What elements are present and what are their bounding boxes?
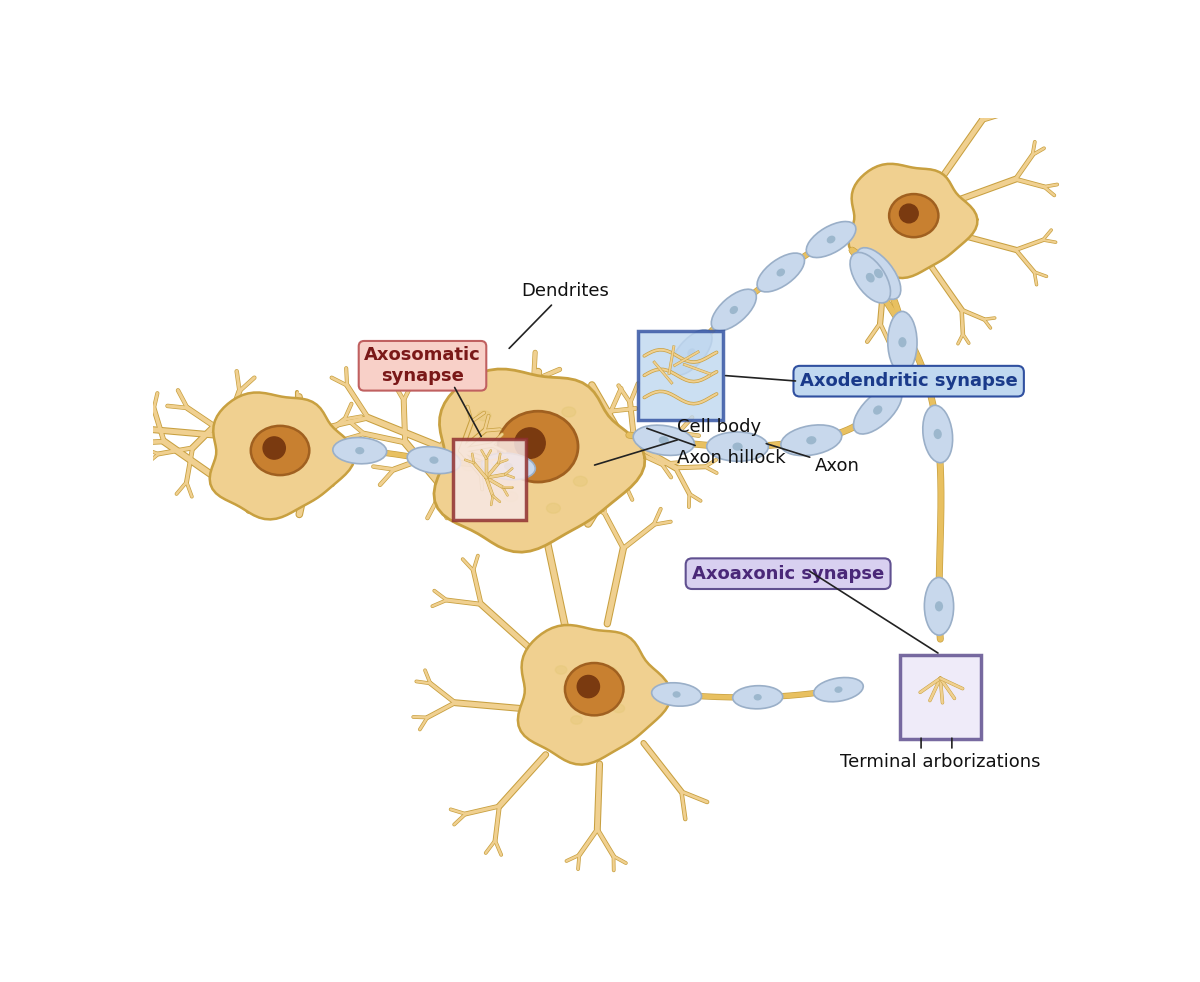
Ellipse shape	[874, 406, 882, 414]
Text: Axodendritic synapse: Axodendritic synapse	[800, 372, 1018, 390]
Ellipse shape	[671, 330, 712, 375]
Ellipse shape	[806, 436, 816, 445]
Ellipse shape	[754, 694, 762, 700]
Ellipse shape	[776, 268, 785, 277]
Ellipse shape	[899, 337, 906, 348]
Ellipse shape	[571, 716, 582, 724]
Ellipse shape	[850, 252, 890, 303]
Ellipse shape	[332, 438, 386, 464]
Polygon shape	[434, 369, 644, 552]
Ellipse shape	[574, 476, 587, 486]
Ellipse shape	[556, 666, 566, 675]
Ellipse shape	[814, 678, 863, 702]
Polygon shape	[518, 626, 671, 765]
Ellipse shape	[613, 704, 625, 713]
Text: Cell body: Cell body	[594, 418, 761, 465]
Ellipse shape	[806, 222, 856, 257]
Ellipse shape	[672, 691, 680, 697]
FancyBboxPatch shape	[638, 331, 722, 419]
Ellipse shape	[834, 686, 842, 693]
Ellipse shape	[478, 410, 491, 421]
Ellipse shape	[652, 682, 702, 706]
Text: Axoaxonic synapse: Axoaxonic synapse	[692, 565, 884, 582]
Circle shape	[577, 676, 600, 697]
Ellipse shape	[889, 194, 938, 238]
Ellipse shape	[827, 236, 835, 244]
Ellipse shape	[857, 247, 901, 300]
Text: Axosomatic
synapse: Axosomatic synapse	[364, 347, 481, 385]
Polygon shape	[848, 164, 978, 278]
Ellipse shape	[659, 436, 668, 445]
Ellipse shape	[888, 311, 917, 373]
Ellipse shape	[781, 425, 841, 456]
Ellipse shape	[935, 601, 943, 612]
Text: Axon hillock: Axon hillock	[647, 428, 785, 467]
Ellipse shape	[924, 577, 954, 635]
Ellipse shape	[565, 663, 624, 715]
Text: Dendrites: Dendrites	[509, 283, 608, 349]
Ellipse shape	[730, 306, 738, 314]
Ellipse shape	[355, 447, 365, 455]
Text: Terminal arborizations: Terminal arborizations	[840, 753, 1040, 771]
Ellipse shape	[866, 273, 875, 283]
Ellipse shape	[498, 411, 578, 482]
Ellipse shape	[634, 425, 695, 456]
Ellipse shape	[923, 406, 953, 463]
Ellipse shape	[481, 453, 535, 479]
FancyBboxPatch shape	[454, 439, 527, 519]
Ellipse shape	[757, 253, 804, 292]
Ellipse shape	[504, 463, 514, 470]
Ellipse shape	[712, 290, 756, 331]
Ellipse shape	[874, 269, 883, 278]
Ellipse shape	[733, 685, 782, 709]
Ellipse shape	[562, 407, 576, 417]
Ellipse shape	[732, 443, 743, 451]
Ellipse shape	[707, 432, 768, 462]
Ellipse shape	[251, 426, 310, 475]
Polygon shape	[210, 393, 355, 519]
Ellipse shape	[605, 667, 617, 676]
Ellipse shape	[504, 492, 518, 502]
Ellipse shape	[462, 461, 475, 471]
Text: Axon: Axon	[767, 444, 860, 475]
Ellipse shape	[934, 429, 942, 439]
Ellipse shape	[430, 457, 438, 464]
Ellipse shape	[853, 386, 902, 434]
Circle shape	[900, 204, 918, 223]
Ellipse shape	[407, 447, 461, 473]
Ellipse shape	[688, 349, 696, 356]
Ellipse shape	[546, 503, 560, 514]
FancyBboxPatch shape	[900, 655, 980, 739]
Circle shape	[263, 437, 286, 460]
Circle shape	[515, 428, 545, 459]
